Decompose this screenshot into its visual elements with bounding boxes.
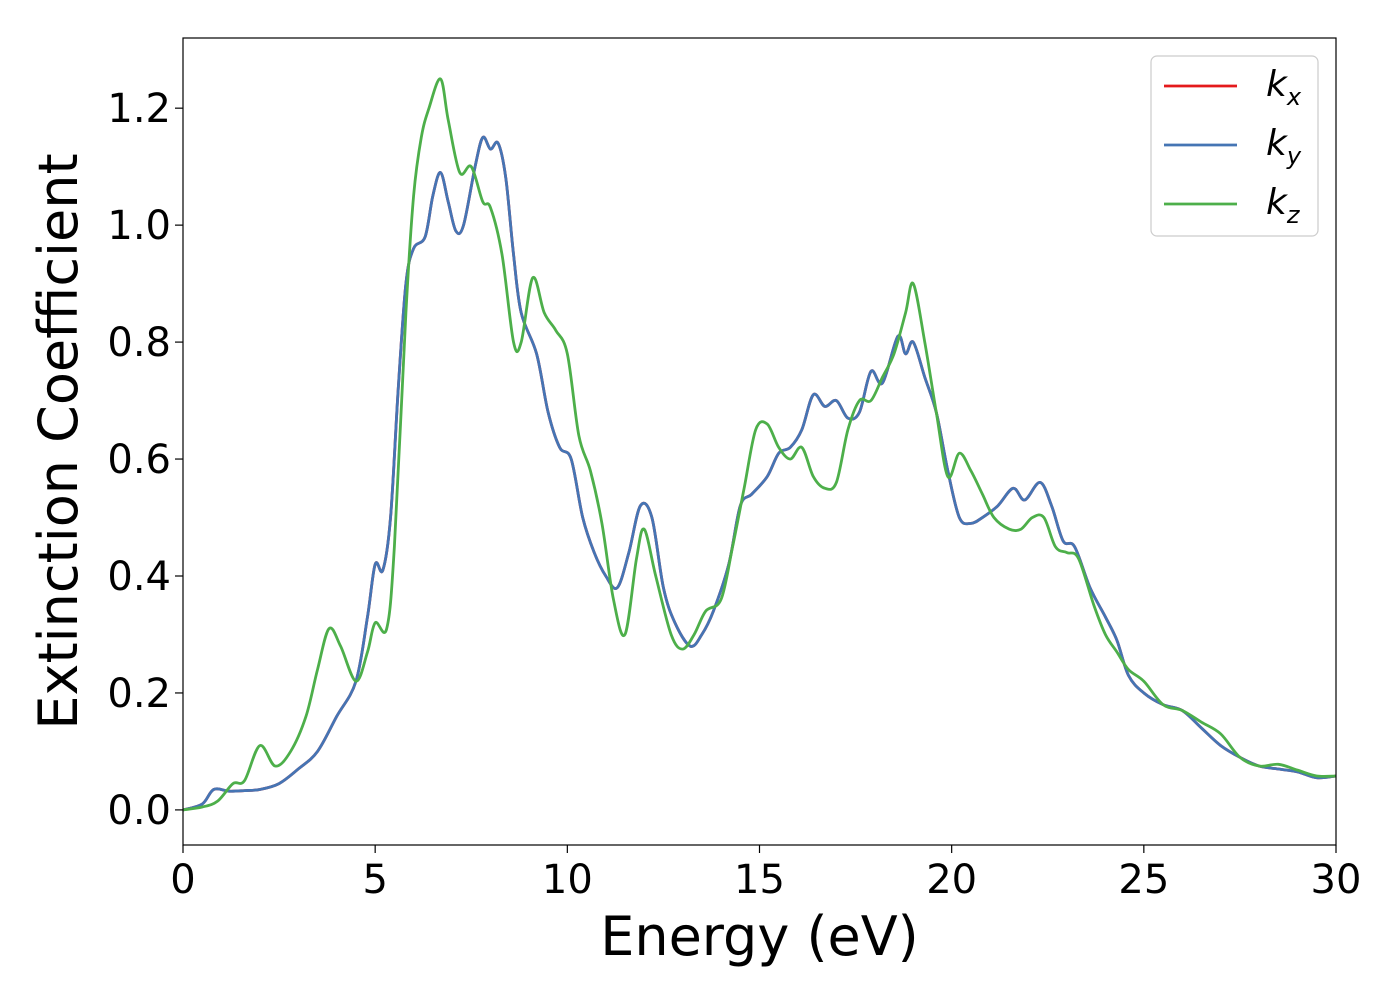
y-axis: 0.0 0.2 0.4 0.6 0.8 1.0 1.2 (107, 86, 183, 834)
series-line-ky (183, 135, 1336, 812)
legend-label-kz: kz (1266, 182, 1301, 229)
series-line-kz (183, 77, 1336, 812)
x-axis: 0 5 10 15 20 25 30 (170, 845, 1361, 903)
y-tick-label: 1.0 (107, 203, 171, 249)
x-tick-label: 25 (1118, 857, 1169, 903)
y-axis-title: Extinction Coefficient (27, 153, 90, 729)
x-tick-label: 30 (1311, 857, 1362, 903)
x-tick-label: 5 (362, 857, 387, 903)
y-tick-label: 0.8 (107, 320, 171, 366)
x-tick-label: 0 (170, 857, 195, 903)
x-tick-label: 10 (542, 857, 593, 903)
x-axis-title: Energy (eV) (600, 905, 919, 968)
x-tick-label: 15 (734, 857, 785, 903)
series-layer (183, 77, 1336, 812)
y-tick-label: 0.4 (107, 554, 171, 600)
y-tick-label: 1.2 (107, 86, 171, 132)
y-tick-label: 0.0 (107, 788, 171, 834)
x-tick-label: 20 (926, 857, 977, 903)
y-tick-label: 0.6 (107, 437, 171, 483)
y-tick-label: 0.2 (107, 671, 171, 717)
series-line-kx (183, 135, 1336, 812)
